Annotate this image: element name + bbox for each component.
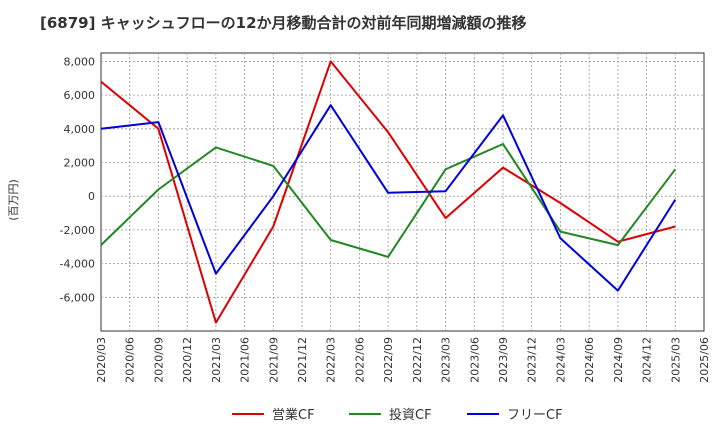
series-line-1 [100,60,676,324]
x-tick-label: 2025/06 [698,337,711,383]
legend-label: フリーCF [507,408,563,423]
y-axis-label: (百万円) [7,179,20,221]
x-tick-label: 2022/12 [411,337,424,383]
x-tick-label: 2020/06 [124,337,137,383]
x-tick-label: 2020/03 [95,337,108,383]
x-tick-label: 2021/09 [267,337,280,383]
x-tick-label: 2022/03 [325,337,338,383]
x-tick-label: 2021/12 [296,337,309,383]
x-tick-label: 2024/12 [641,337,654,383]
x-tick-label: 2024/09 [612,337,625,383]
x-tick-label: 2024/03 [554,337,567,383]
y-tick-label: -2,000 [60,224,95,237]
y-tick-label: -4,000 [60,258,95,271]
x-tick-label: 2023/03 [440,337,453,383]
x-tick-label: 2020/09 [152,337,165,383]
y-tick-label: 4,000 [64,123,96,136]
y-tick-label: 8,000 [64,55,96,68]
chart-title: [6879] キャッシュフローの12か月移動合計の対前年同期増減額の推移 [40,14,527,32]
y-tick-label: 0 [88,190,95,203]
x-tick-label: 2023/12 [526,337,539,383]
series-line-2 [100,143,677,258]
x-tick-label: 2022/06 [353,337,366,383]
x-tick-label: 2020/12 [181,337,194,383]
legend-label: 営業CF [272,407,315,423]
x-tick-label: 2021/03 [210,337,223,383]
x-tick-label: 2023/09 [497,337,510,383]
x-tick-label: 2023/06 [468,337,481,383]
x-tick-label: 2025/03 [669,337,682,383]
y-tick-label: 2,000 [64,157,96,170]
x-tick-label: 2021/06 [239,337,252,383]
x-tick-label: 2022/09 [382,337,395,383]
y-tick-label: 6,000 [64,89,96,102]
series-line-3 [100,104,677,292]
x-tick-label: 2024/06 [583,337,596,383]
legend-label: 投資CF [389,407,432,423]
y-tick-label: -6,000 [60,291,95,304]
